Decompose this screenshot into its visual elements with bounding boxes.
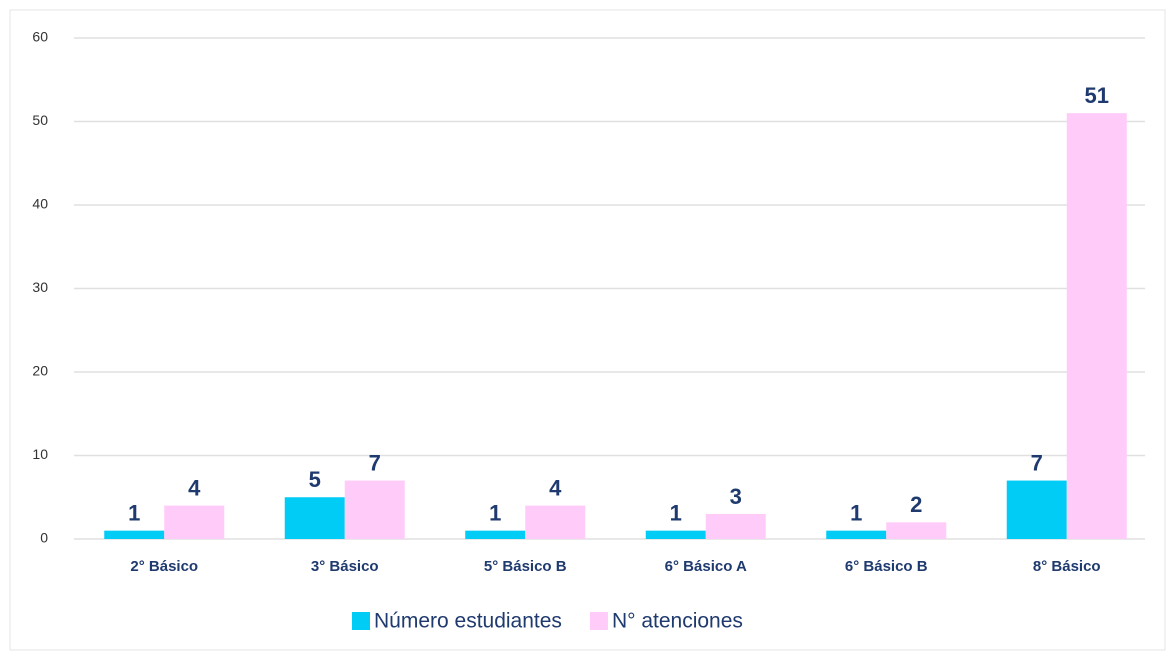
value-label: 4: [188, 475, 201, 500]
value-label: 1: [128, 500, 140, 525]
value-label: 4: [549, 475, 562, 500]
bar: [645, 530, 706, 539]
y-tick-label: 30: [32, 279, 48, 295]
bar: [525, 505, 586, 539]
value-label: 1: [850, 500, 862, 525]
value-label: 2: [910, 492, 922, 517]
value-label: 51: [1085, 83, 1109, 108]
y-tick-label: 60: [32, 29, 48, 45]
value-label: 5: [309, 467, 321, 492]
value-label: 1: [670, 500, 682, 525]
legend-label: N° atenciones: [612, 610, 743, 633]
x-tick-label: 2° Básico: [130, 558, 198, 575]
bar: [1006, 480, 1067, 539]
bar: [886, 522, 947, 539]
bar: [1066, 113, 1127, 540]
bar: [284, 497, 345, 539]
bar: [104, 530, 165, 539]
y-tick-label: 0: [40, 530, 48, 546]
bar: [164, 505, 225, 539]
value-label: 7: [369, 450, 381, 475]
bar: [826, 530, 887, 539]
legend-label: Número estudiantes: [374, 610, 562, 633]
y-tick-label: 10: [32, 446, 48, 462]
bar: [705, 513, 766, 539]
y-tick-label: 40: [32, 196, 48, 212]
x-tick-label: 3° Básico: [311, 558, 379, 575]
x-tick-label: 8° Básico: [1033, 558, 1101, 575]
x-tick-label: 5° Básico B: [484, 558, 567, 575]
bar: [344, 480, 405, 539]
value-label: 3: [730, 484, 742, 509]
x-tick-label: 6° Básico B: [845, 558, 928, 575]
frame: [9, 9, 1166, 651]
legend-swatch: [589, 612, 608, 630]
legend-swatch: [352, 612, 370, 630]
x-tick-label: 6° Básico A: [665, 558, 747, 575]
bar: [465, 530, 526, 539]
value-label: 1: [489, 500, 501, 525]
y-tick-label: 50: [32, 112, 48, 128]
value-label: 7: [1031, 450, 1043, 475]
y-tick-label: 20: [32, 363, 48, 379]
